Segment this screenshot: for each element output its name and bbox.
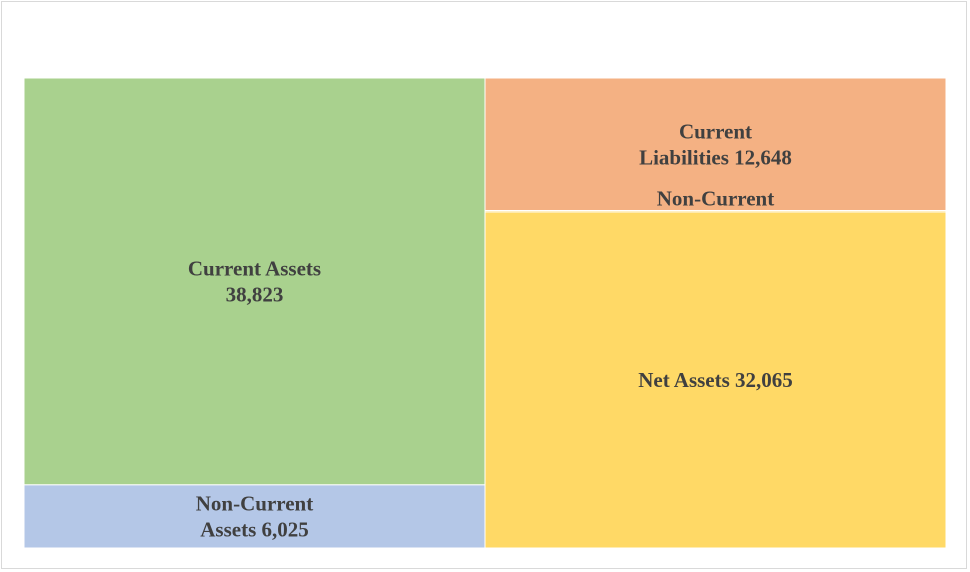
label-current-liabilities-line-1: Current (679, 119, 752, 143)
label-net-assets: Net Assets 32,065 (638, 368, 793, 392)
label-net-assets-line-1: Net Assets 32,065 (638, 368, 793, 392)
label-current-liabilities: Current Liabilities 12,648 (639, 119, 792, 169)
label-current-assets-line-1: Current Assets (188, 256, 321, 280)
tile-net-assets (484, 211, 947, 549)
tile-current-assets (23, 77, 486, 486)
label-non-current-liabilities-line-1: Non-Current (657, 186, 774, 210)
label-current-assets-line-2: 38,823 (226, 282, 284, 306)
label-current-assets: Current Assets 38,823 (188, 256, 321, 306)
tile-current-liabilities (484, 77, 947, 212)
label-non-current-assets: Non-Current Assets 6,025 (196, 491, 313, 541)
label-current-liabilities-line-2: Liabilities 12,648 (639, 145, 792, 169)
label-non-current-assets-line-2: Assets 6,025 (200, 517, 309, 541)
label-non-current-assets-line-1: Non-Current (196, 491, 313, 515)
